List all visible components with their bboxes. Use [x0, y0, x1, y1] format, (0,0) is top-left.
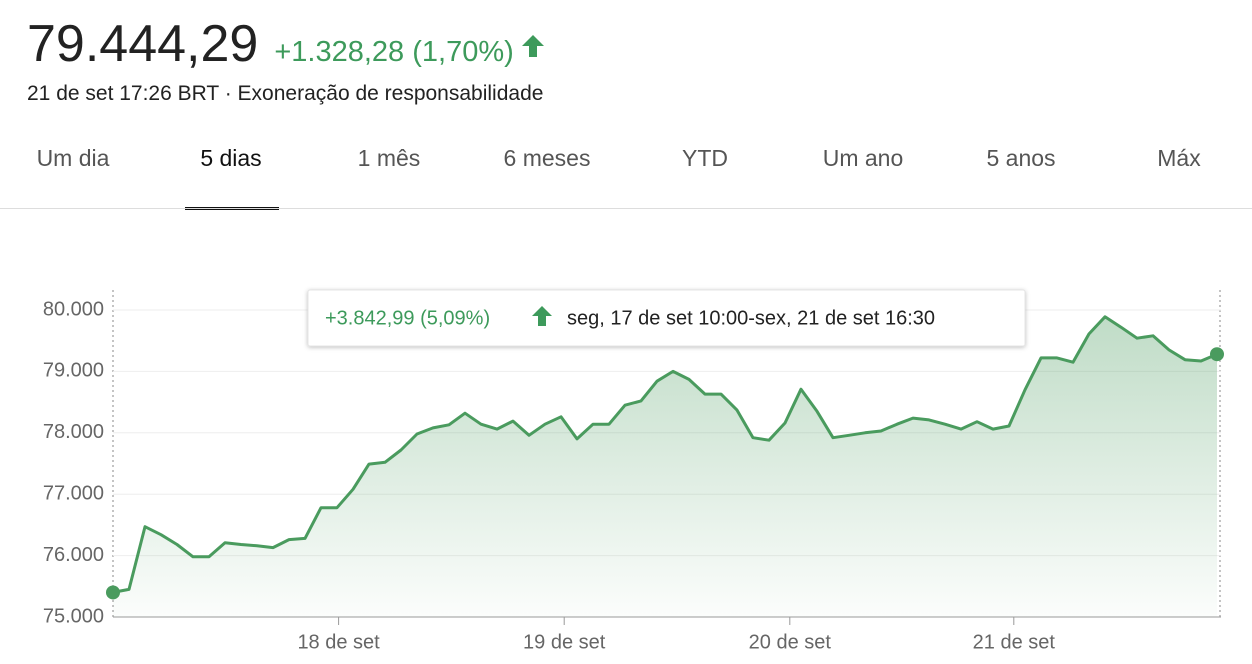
area: [113, 316, 1217, 617]
y-tick-label: 77.000: [43, 482, 104, 504]
disclaimer-link[interactable]: Exoneração de responsabilidade: [237, 82, 544, 105]
endpoint-dot: [1210, 347, 1224, 362]
range-tab[interactable]: Máx: [1157, 145, 1201, 171]
y-tick-label: 76.000: [43, 544, 104, 566]
price-line: [112, 315, 1218, 594]
range-tab[interactable]: Um dia: [36, 145, 110, 171]
tooltip-box: [307, 289, 1026, 347]
tabs-divider: [0, 208, 1252, 209]
subline: 21 de set 17:26 BRT · Exoneração de resp…: [27, 82, 544, 105]
y-tick-label: 78.000: [43, 421, 104, 443]
up-arrow: [521, 35, 544, 57]
x-tick-label: 19 de set: [523, 631, 606, 653]
range-tab[interactable]: YTD: [682, 145, 728, 171]
y-tick-label: 75.000: [43, 605, 104, 627]
x-tick-label: 18 de set: [297, 631, 380, 653]
quote-header: 79.444,29 +1.328,28 (1,70%): [27, 14, 544, 74]
tooltip-up-arrow: [532, 306, 552, 326]
timestamp: 21 de set 17:26 BRT: [27, 82, 219, 105]
y-tick-label: 79.000: [43, 360, 104, 382]
x-tick-label: 20 de set: [749, 631, 832, 653]
range-tab[interactable]: Um ano: [822, 145, 904, 171]
tooltip-change: +3.842,99 (5,09%): [325, 307, 490, 329]
range-tab[interactable]: 1 mês: [357, 145, 421, 171]
range-tab[interactable]: 5 dias: [152, 145, 310, 211]
x-tick-label: 21 de set: [973, 631, 1056, 653]
range-tabs: Um dia 5 dias 1 mês 6 meses YTD Um ano 5 anos M…: [0, 145, 1252, 211]
endpoint-dot: [106, 585, 120, 600]
range-tab[interactable]: 6 meses: [503, 145, 591, 171]
y-tick-label: 80.000: [43, 298, 104, 320]
price: 79.444,29: [27, 15, 259, 73]
tooltip-range: seg, 17 de set 10:00-sex, 21 de set 16:3…: [567, 307, 935, 329]
price-change: +1.328,28 (1,70%): [274, 36, 514, 68]
tooltip: +3.842,99 (5,09%) seg, 17 de set 10:00-s…: [307, 289, 1026, 347]
range-tab[interactable]: 5 anos: [986, 145, 1056, 171]
